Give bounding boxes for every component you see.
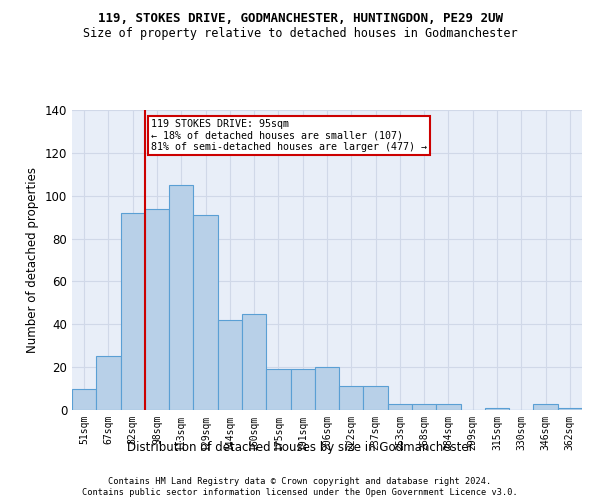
Bar bbox=[315, 367, 339, 410]
Bar bbox=[121, 213, 145, 410]
Text: 119 STOKES DRIVE: 95sqm
← 18% of detached houses are smaller (107)
81% of semi-d: 119 STOKES DRIVE: 95sqm ← 18% of detache… bbox=[151, 118, 427, 152]
Text: Size of property relative to detached houses in Godmanchester: Size of property relative to detached ho… bbox=[83, 28, 517, 40]
Bar bbox=[266, 370, 290, 410]
Bar bbox=[96, 356, 121, 410]
Bar bbox=[364, 386, 388, 410]
Text: Contains HM Land Registry data © Crown copyright and database right 2024.: Contains HM Land Registry data © Crown c… bbox=[109, 476, 491, 486]
Bar bbox=[145, 208, 169, 410]
Bar bbox=[558, 408, 582, 410]
Bar bbox=[436, 404, 461, 410]
Bar bbox=[388, 404, 412, 410]
Text: 119, STOKES DRIVE, GODMANCHESTER, HUNTINGDON, PE29 2UW: 119, STOKES DRIVE, GODMANCHESTER, HUNTIN… bbox=[97, 12, 503, 26]
Bar bbox=[242, 314, 266, 410]
Bar bbox=[290, 370, 315, 410]
Bar bbox=[339, 386, 364, 410]
Text: Contains public sector information licensed under the Open Government Licence v3: Contains public sector information licen… bbox=[82, 488, 518, 497]
Bar bbox=[533, 404, 558, 410]
Bar bbox=[72, 388, 96, 410]
Bar bbox=[485, 408, 509, 410]
Bar bbox=[412, 404, 436, 410]
Bar bbox=[193, 215, 218, 410]
Bar bbox=[169, 185, 193, 410]
Text: Distribution of detached houses by size in Godmanchester: Distribution of detached houses by size … bbox=[127, 441, 473, 454]
Bar bbox=[218, 320, 242, 410]
Y-axis label: Number of detached properties: Number of detached properties bbox=[26, 167, 39, 353]
